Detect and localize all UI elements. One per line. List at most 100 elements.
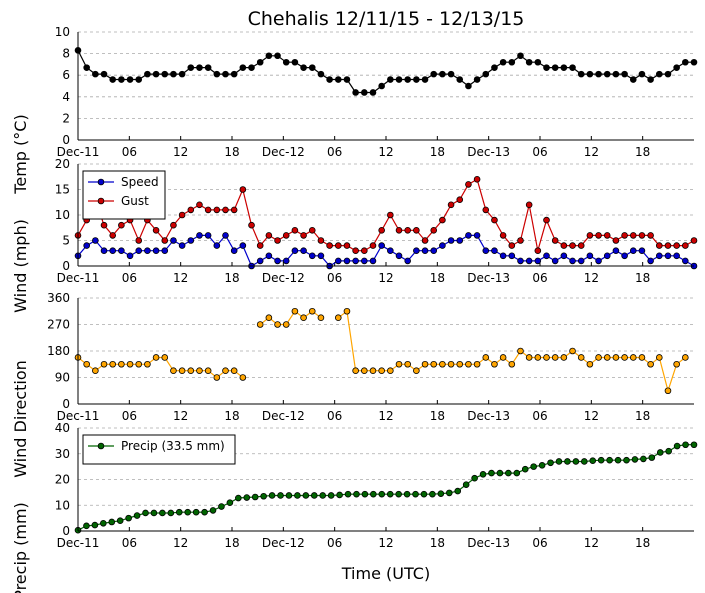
data-point-temp [586, 70, 594, 78]
data-point-temp [230, 70, 238, 78]
data-point-temp [629, 76, 637, 83]
data-point-direction [629, 354, 637, 361]
data-point-precip [167, 509, 175, 517]
data-point-speed [404, 257, 411, 265]
data-point-precip [690, 441, 698, 449]
data-point-gust [352, 247, 359, 255]
data-point-temp [152, 70, 160, 78]
data-point-direction [473, 360, 481, 368]
data-point-precip [192, 508, 200, 516]
data-point-precip [353, 490, 360, 498]
data-point-speed [673, 252, 680, 260]
data-point-gust [655, 242, 663, 249]
data-point-speed [170, 237, 177, 244]
x-tick-label: 12 [173, 409, 188, 423]
data-point-speed [196, 232, 203, 239]
data-point-direction [551, 354, 559, 361]
data-point-speed [413, 247, 420, 255]
x-tick-label: 18 [430, 271, 445, 285]
data-point-speed [525, 257, 533, 265]
data-point-temp [109, 76, 117, 83]
data-point-precip [226, 499, 234, 506]
legend-label-precip: Precip (33.5 mm) [121, 439, 225, 453]
data-point-speed [543, 252, 550, 260]
y-axis-label: Wind (mph) [11, 219, 30, 313]
data-point-temp [265, 52, 273, 60]
data-point-precip [201, 508, 208, 516]
data-point-precip [606, 456, 613, 464]
data-point-speed [629, 247, 637, 255]
x-tick-label: 12 [173, 145, 188, 159]
x-tick-label: 06 [532, 145, 547, 159]
data-point-temp [187, 64, 195, 71]
data-point-direction [430, 360, 438, 368]
data-point-direction [170, 367, 177, 375]
y-tick-label: 15 [55, 183, 70, 197]
x-tick-label: 12 [173, 271, 188, 285]
data-point-temp [239, 64, 247, 71]
data-point-direction [603, 354, 611, 361]
y-tick-label: 30 [55, 447, 70, 461]
data-point-direction [265, 314, 273, 322]
y-tick-label: 10 [55, 208, 70, 222]
data-point-precip [116, 517, 124, 524]
data-point-temp [361, 89, 368, 96]
data-point-direction [612, 354, 620, 361]
data-point-speed [534, 257, 542, 265]
x-tick-label: 06 [122, 409, 137, 423]
data-point-speed [204, 232, 212, 239]
data-point-gust [517, 237, 524, 244]
data-point-precip [656, 449, 664, 456]
data-point-gust [274, 237, 281, 244]
data-point-speed [586, 252, 594, 260]
data-point-gust [534, 247, 542, 255]
x-tick-label: 06 [327, 145, 342, 159]
data-point-temp [439, 70, 446, 78]
data-point-direction [135, 360, 143, 368]
data-point-precip [91, 521, 99, 529]
y-tick-label: 2 [62, 111, 70, 125]
data-point-gust [465, 181, 472, 188]
data-point-precip [462, 481, 470, 488]
data-point-direction [196, 367, 203, 375]
data-point-temp [317, 70, 325, 78]
x-axis-label: Time (UTC) [341, 564, 430, 583]
data-point-speed [274, 257, 281, 265]
data-point-gust [343, 242, 351, 249]
data-point-direction [152, 354, 160, 361]
data-point-precip [378, 490, 386, 498]
data-point-temp [465, 82, 472, 90]
x-tick-label: 18 [224, 536, 239, 550]
data-point-precip [386, 490, 394, 498]
data-point-direction [404, 360, 411, 368]
data-point-speed [491, 247, 498, 255]
data-point-gust [100, 221, 108, 229]
data-point-direction [439, 360, 446, 368]
data-point-speed [300, 247, 307, 255]
data-point-gust [404, 227, 411, 234]
data-point-speed [664, 252, 672, 260]
data-point-speed [595, 257, 602, 265]
data-point-speed [603, 252, 611, 260]
data-point-direction [83, 360, 90, 368]
data-point-direction [118, 360, 125, 368]
data-point-gust [369, 242, 377, 249]
legend-marker-gust [97, 197, 105, 205]
data-point-speed [499, 252, 507, 260]
data-point-speed [447, 237, 455, 244]
data-point-gust [551, 237, 559, 244]
data-point-gust [664, 242, 672, 249]
data-point-speed [256, 257, 264, 265]
data-point-precip [319, 492, 327, 499]
data-point-direction [274, 321, 281, 328]
data-point-temp [551, 64, 559, 71]
data-point-temp [196, 64, 203, 71]
data-point-temp [308, 64, 316, 71]
data-point-precip [623, 456, 630, 464]
data-point-precip [184, 508, 191, 516]
y-tick-label: 0 [62, 259, 70, 273]
data-point-temp [118, 76, 125, 83]
y-tick-label: 8 [62, 47, 70, 61]
data-point-direction [491, 360, 498, 368]
data-point-gust [308, 227, 316, 234]
